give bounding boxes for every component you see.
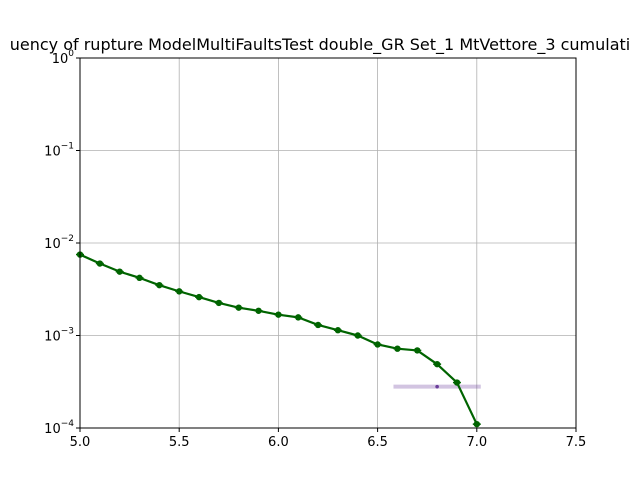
data-point bbox=[135, 274, 144, 282]
data-point bbox=[95, 260, 104, 267]
x-tick-label: 5.0 bbox=[70, 435, 91, 450]
y-tick-label: 10−3 bbox=[44, 327, 74, 345]
data-point bbox=[214, 299, 223, 307]
x-tick-label: 6.0 bbox=[268, 435, 289, 450]
y-tick-label: 100 bbox=[52, 49, 75, 67]
data-point bbox=[472, 420, 481, 428]
x-tick-label: 7.5 bbox=[566, 435, 587, 450]
data-point bbox=[175, 288, 184, 295]
data-point bbox=[294, 314, 303, 321]
data-point bbox=[373, 341, 382, 348]
data-point bbox=[195, 293, 204, 301]
data-point bbox=[353, 332, 362, 339]
chart-title: uency of rupture ModelMultiFaultsTest do… bbox=[10, 35, 631, 55]
data-point bbox=[254, 307, 263, 314]
x-tick-label: 5.5 bbox=[169, 435, 190, 450]
y-tick-label: 10−2 bbox=[44, 234, 74, 252]
grid bbox=[79, 57, 577, 429]
x-axis: 5.0 5.5 6.0 6.5 7.0 7.5 bbox=[70, 428, 587, 450]
data-point bbox=[234, 304, 243, 311]
y-tick-label: 10−1 bbox=[44, 142, 74, 160]
data-point bbox=[413, 347, 422, 354]
data-point bbox=[452, 379, 461, 386]
observation-point bbox=[435, 384, 439, 389]
observation-error-bar bbox=[393, 384, 481, 389]
y-tick-label: 10−4 bbox=[44, 419, 74, 437]
x-tick-label: 6.5 bbox=[367, 435, 388, 450]
data-point bbox=[314, 321, 323, 329]
data-point bbox=[393, 345, 402, 352]
x-tick-label: 7.0 bbox=[466, 435, 487, 450]
data-point bbox=[433, 360, 442, 368]
y-axis: 10−4 10−3 10−2 10−1 100 bbox=[44, 49, 80, 437]
series-layer bbox=[76, 251, 481, 428]
data-point bbox=[274, 311, 283, 318]
data-point bbox=[115, 268, 124, 275]
data-point bbox=[155, 281, 164, 289]
data-point bbox=[333, 327, 342, 334]
